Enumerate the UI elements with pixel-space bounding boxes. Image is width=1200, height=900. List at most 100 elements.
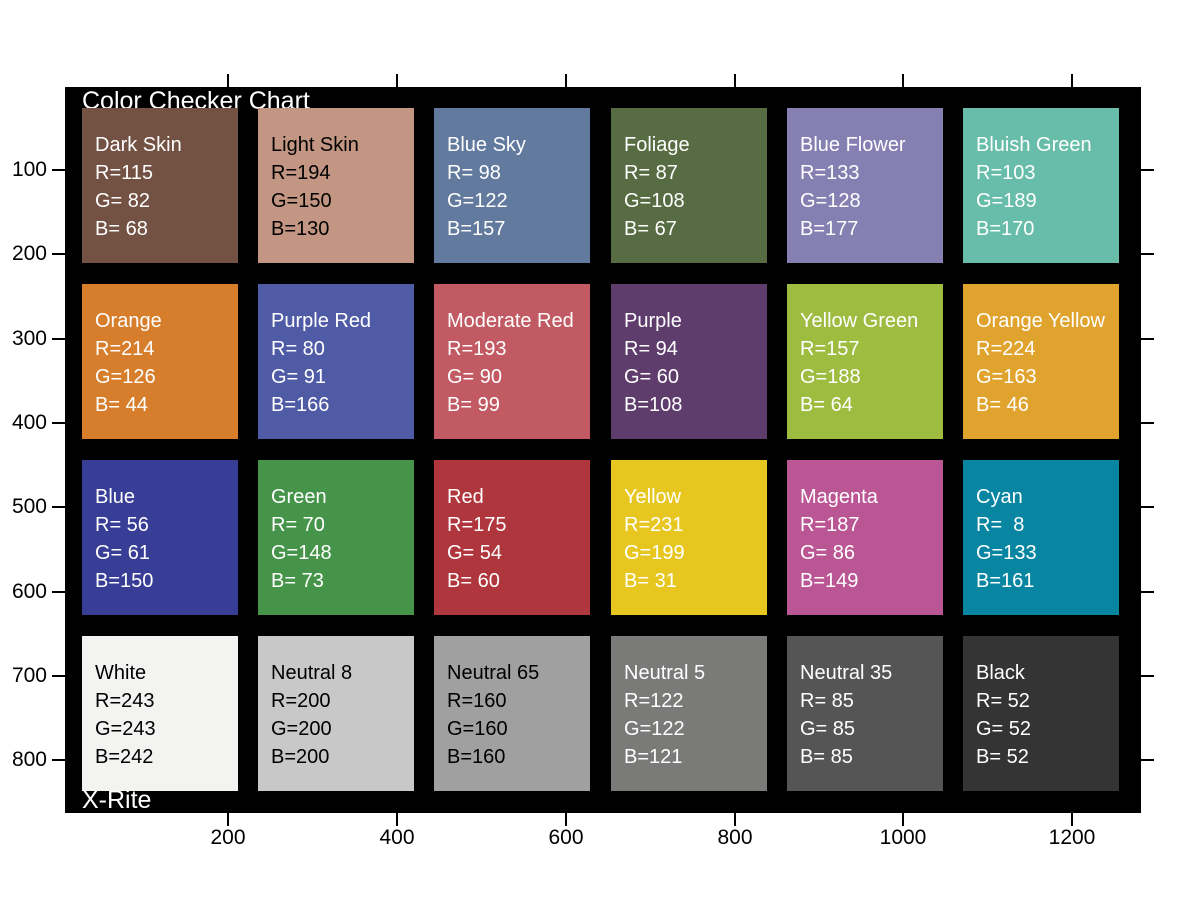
patch-g-value: G=108	[624, 190, 685, 212]
x-axis-tick-top	[227, 74, 229, 87]
x-axis-tick	[227, 813, 229, 826]
patch-r-value: R=214	[95, 338, 155, 360]
x-tick-label: 1200	[1048, 826, 1096, 849]
patch-g-value: G=189	[976, 190, 1037, 212]
patch-b-value: B=150	[95, 570, 154, 592]
x-axis-tick	[396, 813, 398, 826]
y-axis-tick	[52, 422, 65, 424]
patch-b-value: B= 67	[624, 218, 677, 240]
patch-g-value: G= 60	[624, 366, 680, 388]
patch-g-value: G=122	[447, 190, 508, 212]
color-patch-white: White R=243 G=243 B=242	[82, 636, 238, 791]
patch-r-value: R=194	[271, 162, 331, 184]
patch-r-value: R=103	[976, 162, 1036, 184]
color-patch-purple-red: Purple Red R= 80 G= 91 B=166	[258, 284, 414, 439]
y-axis-tick	[52, 338, 65, 340]
patch-b-value: B=200	[271, 746, 330, 768]
patch-r-value: R= 94	[624, 338, 678, 360]
y-axis-tick	[52, 253, 65, 255]
patch-r-value: R=157	[800, 338, 860, 360]
patch-b-value: B= 68	[95, 218, 148, 240]
y-axis-tick	[52, 169, 65, 171]
color-patch-yellow-green: Yellow Green R=157 G=188 B= 64	[787, 284, 943, 439]
patch-g-value: G= 86	[800, 542, 856, 564]
y-tick-label: 300	[11, 327, 47, 350]
patch-b-value: B=242	[95, 746, 154, 768]
patch-r-value: R= 87	[624, 162, 678, 184]
patch-name: Red	[447, 486, 484, 508]
patch-r-value: R=224	[976, 338, 1036, 360]
patch-b-value: B= 44	[95, 394, 148, 416]
color-patch-blue-sky: Blue Sky R= 98 G=122 B=157	[434, 108, 590, 263]
patch-g-value: G= 61	[95, 542, 151, 564]
patch-name: Neutral 65	[447, 662, 540, 684]
x-axis-tick-top	[565, 74, 567, 87]
patch-g-value: G= 54	[447, 542, 503, 564]
watermark-label: X-Rite	[82, 786, 152, 814]
patch-b-value: B= 64	[800, 394, 853, 416]
patch-r-value: R= 70	[271, 514, 325, 536]
patch-g-value: G=122	[624, 718, 685, 740]
y-axis-tick-right	[1141, 759, 1154, 761]
patch-r-value: R= 85	[800, 690, 854, 712]
patch-b-value: B=108	[624, 394, 683, 416]
patch-g-value: G=126	[95, 366, 156, 388]
patch-b-value: B= 31	[624, 570, 677, 592]
x-axis-tick	[734, 813, 736, 826]
patch-g-value: G=160	[447, 718, 508, 740]
y-axis-tick-right	[1141, 591, 1154, 593]
patch-r-value: R= 56	[95, 514, 149, 536]
color-patch-moderate-red: Moderate Red R=193 G= 90 B= 99	[434, 284, 590, 439]
patch-g-value: G=163	[976, 366, 1037, 388]
patch-b-value: B= 46	[976, 394, 1029, 416]
y-axis-tick-right	[1141, 422, 1154, 424]
patch-r-value: R=200	[271, 690, 331, 712]
chart-title: Color Checker Chart	[82, 87, 310, 115]
color-patch-neutral-5: Neutral 5 R=122 G=122 B=121	[611, 636, 767, 791]
x-axis-tick-top	[1071, 74, 1073, 87]
patch-g-value: G=150	[271, 190, 332, 212]
color-patch-magenta: Magenta R=187 G= 86 B=149	[787, 460, 943, 615]
color-patch-orange-yellow: Orange Yellow R=224 G=163 B= 46	[963, 284, 1119, 439]
color-patch-blue: Blue R= 56 G= 61 B=150	[82, 460, 238, 615]
x-axis-tick	[565, 813, 567, 826]
x-tick-label: 400	[379, 826, 415, 849]
patch-name: Foliage	[624, 134, 690, 156]
y-tick-label: 800	[11, 748, 47, 771]
y-axis-tick-right	[1141, 169, 1154, 171]
patch-g-value: G=188	[800, 366, 861, 388]
patch-name: Light Skin	[271, 134, 359, 156]
patch-g-value: G= 52	[976, 718, 1032, 740]
patch-b-value: B=170	[976, 218, 1035, 240]
patch-b-value: B=157	[447, 218, 506, 240]
y-axis-tick-right	[1141, 253, 1154, 255]
color-patch-bluish-green: Bluish Green R=103 G=189 B=170	[963, 108, 1119, 263]
color-patch-dark-skin: Dark Skin R=115 G= 82 B= 68	[82, 108, 238, 263]
x-axis-tick-top	[396, 74, 398, 87]
patch-name: Orange	[95, 310, 162, 332]
patch-name: White	[95, 662, 147, 684]
patch-b-value: B=149	[800, 570, 859, 592]
patch-r-value: R=193	[447, 338, 507, 360]
patch-name: Black	[976, 662, 1025, 684]
patch-r-value: R=115	[95, 162, 154, 184]
patch-g-value: G=128	[800, 190, 861, 212]
patch-b-value: B= 73	[271, 570, 324, 592]
patch-name: Neutral 8	[271, 662, 353, 684]
patch-b-value: B= 99	[447, 394, 500, 416]
color-patch-red: Red R=175 G= 54 B= 60	[434, 460, 590, 615]
color-patch-neutral-8: Neutral 8 R=200 G=200 B=200	[258, 636, 414, 791]
y-axis-tick	[52, 675, 65, 677]
color-patch-orange: Orange R=214 G=126 B= 44	[82, 284, 238, 439]
x-tick-label: 200	[210, 826, 246, 849]
patch-name: Cyan	[976, 486, 1023, 508]
patch-b-value: B= 85	[800, 746, 853, 768]
color-patch-foliage: Foliage R= 87 G=108 B= 67	[611, 108, 767, 263]
patch-r-value: R= 52	[976, 690, 1030, 712]
patch-g-value: G= 90	[447, 366, 503, 388]
y-tick-label: 700	[11, 664, 47, 687]
patch-r-value: R= 80	[271, 338, 325, 360]
patch-b-value: B= 52	[976, 746, 1029, 768]
patch-g-value: G=133	[976, 542, 1037, 564]
patch-name: Green	[271, 486, 327, 508]
